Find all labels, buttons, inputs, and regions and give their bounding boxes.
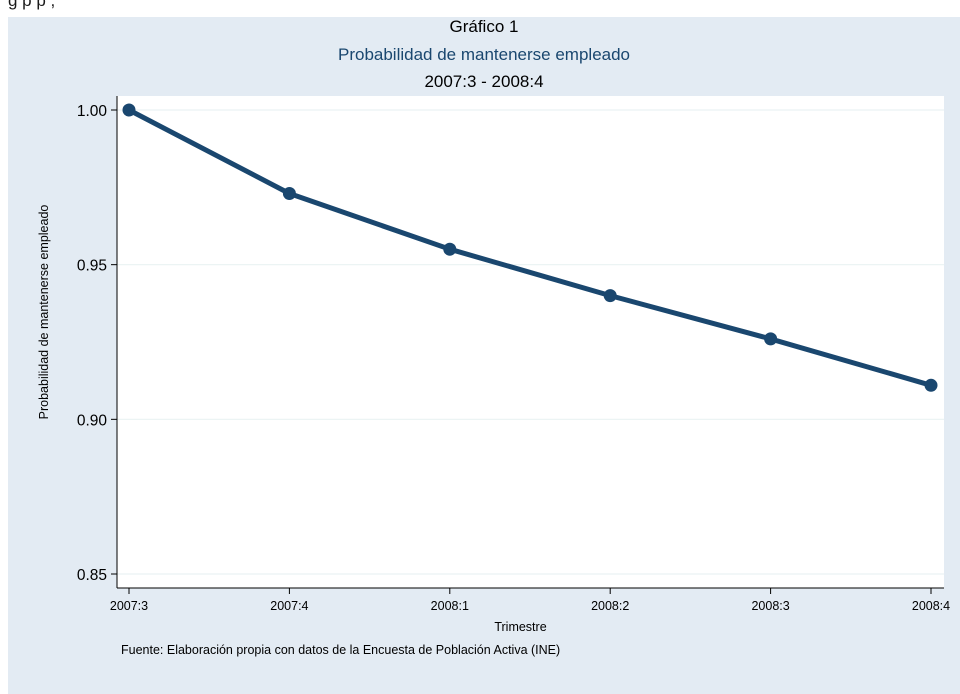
x-tick-label: 2007:4 [270,599,308,613]
data-point [925,379,938,392]
y-axis-ticks: 0.85 0.90 0.95 1.00 [77,103,117,584]
x-tick-label: 2008:3 [751,599,789,613]
data-point [764,332,777,345]
y-tick-label: 0.90 [77,412,108,429]
x-tick-label: 2008:4 [912,599,950,613]
y-axis-label: Probabilidad de mantenerse empleado [37,205,51,420]
y-tick-label: 1.00 [77,103,108,120]
x-axis-label: Trimestre [494,620,546,634]
x-tick-label: 2008:1 [431,599,469,613]
x-tick-label: 2008:2 [591,599,629,613]
y-tick-label: 0.95 [77,258,107,275]
y-tick-label: 0.85 [77,567,107,584]
x-tick-label: 2007:3 [110,599,148,613]
data-point [283,187,296,200]
data-point [604,289,617,302]
data-point [443,243,456,256]
data-point [123,104,136,117]
x-axis-ticks: 2007:3 2007:4 2008:1 2008:2 2008:3 2008:4 [110,588,950,613]
source-note: Fuente: Elaboración propia con datos de … [121,643,560,657]
